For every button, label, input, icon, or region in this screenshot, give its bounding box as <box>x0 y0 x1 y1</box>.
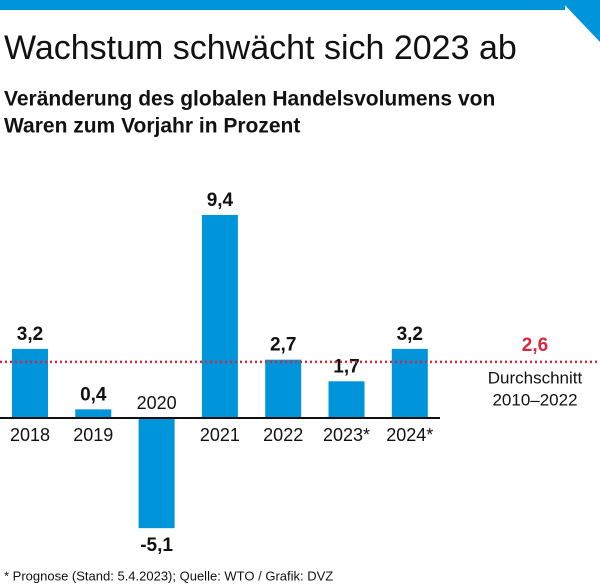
subtitle: Waren zum Vorjahr in Prozent <box>4 115 300 138</box>
value-label: 2,7 <box>270 335 296 356</box>
bar <box>201 214 238 418</box>
average-text: Durchschnitt <box>488 368 583 387</box>
x-tick-label: 2024* <box>386 425 433 445</box>
x-tick-label: 2021 <box>200 425 240 445</box>
bar <box>328 381 365 418</box>
value-label: 1,7 <box>333 356 359 377</box>
value-label: 3,2 <box>17 324 43 345</box>
x-tick-label: 2019 <box>73 425 113 445</box>
bar <box>391 348 428 418</box>
value-label: -5,1 <box>140 535 173 556</box>
bar <box>138 418 175 529</box>
bar <box>12 348 48 418</box>
x-tick-label: 2020 <box>137 393 177 413</box>
average-text: 2010–2022 <box>492 390 577 409</box>
footnote: * Prognose (Stand: 5.4.2023); Quelle: WT… <box>4 568 333 583</box>
value-label: 3,2 <box>397 324 423 345</box>
value-label: 9,4 <box>207 190 234 211</box>
top-band <box>0 0 565 10</box>
x-tick-label: 2018 <box>10 425 50 445</box>
chart-title: Wachstum schwächt sich 2023 ab <box>4 29 517 67</box>
bar <box>75 409 112 418</box>
subtitle: Veränderung des globalen Handelsvolumens… <box>4 88 495 111</box>
bar <box>265 359 302 418</box>
value-label: 0,4 <box>80 384 107 405</box>
average-label: 2,6 <box>522 335 548 356</box>
x-tick-label: 2022 <box>263 425 303 445</box>
corner <box>560 0 600 42</box>
x-tick-label: 2023* <box>323 425 370 445</box>
